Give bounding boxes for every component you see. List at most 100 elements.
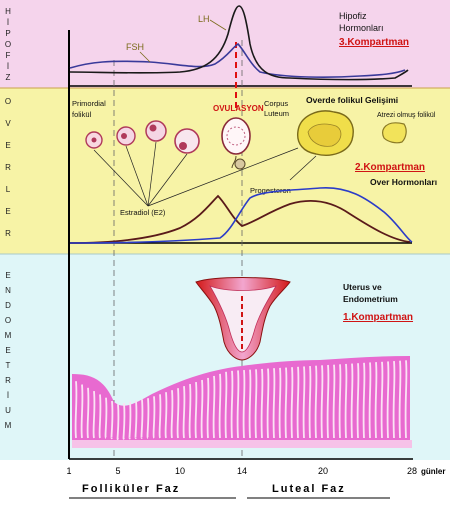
ovulasyon-label: OVULASYON (213, 104, 264, 113)
lh-pointer (209, 19, 227, 31)
endometrium-basal-layer (72, 440, 412, 448)
endometrial-gland (104, 397, 108, 439)
endometrium-glands (74, 360, 408, 441)
graafian-follicle (221, 117, 251, 155)
endometrial-gland (326, 364, 330, 439)
progesteron-curve (69, 187, 413, 244)
side-letter: E (5, 346, 11, 355)
endometrial-gland (236, 370, 240, 439)
side-letter: O (4, 316, 12, 325)
endometrial-gland (278, 367, 282, 439)
primary-follicle-nucleus (121, 133, 127, 139)
over-hormones-title: Over Hormonları (370, 177, 437, 187)
endometrial-gland (272, 368, 276, 439)
tick-label-1: 1 (66, 466, 71, 476)
x-axis-unit: günler (421, 467, 445, 476)
side-letter: T (5, 361, 11, 370)
endometrial-gland (128, 401, 132, 440)
endometrial-gland (362, 362, 366, 439)
endometrial-gland (308, 366, 312, 439)
endometrial-gland (158, 394, 162, 439)
development-title: Overde folikul Gelişimi (306, 95, 398, 105)
endometrial-gland (200, 379, 204, 439)
side-letter: M (4, 331, 12, 340)
released-oocyte (234, 158, 246, 170)
tertiary-follicle-nucleus (179, 142, 187, 150)
tick-label-10: 10 (175, 466, 185, 476)
x-axis-ticks: 1 5 10 14 20 28 (66, 466, 417, 476)
side-letter: R (5, 163, 11, 172)
side-letter: İ (6, 62, 10, 71)
side-letter: R (5, 376, 11, 385)
endometrial-gland (260, 368, 264, 439)
endometrial-gland (284, 367, 288, 439)
tick-label-14: 14 (237, 466, 247, 476)
side-letter: M (4, 421, 12, 430)
side-letter: U (5, 406, 11, 415)
endometrial-gland (182, 386, 186, 439)
tick-label-28: 28 (407, 466, 417, 476)
corpus-luteum-core (307, 123, 342, 147)
endometrial-gland (116, 404, 120, 441)
secondary-follicle (145, 120, 167, 142)
endometrial-gland (332, 364, 336, 439)
endometrial-gland (386, 361, 390, 439)
endometrial-gland (176, 388, 180, 439)
side-letter: E (5, 271, 11, 280)
endometrial-gland (314, 365, 318, 439)
side-letter: E (5, 207, 11, 216)
primordial-follicle-nucleus (91, 137, 97, 143)
endometrial-gland (254, 369, 258, 439)
side-letter: O (4, 97, 12, 106)
endometrial-gland (266, 368, 270, 439)
endometrial-gland (98, 394, 102, 439)
endometrial-gland (356, 363, 360, 439)
endometrial-gland (218, 373, 222, 439)
endometrial-gland (374, 362, 378, 439)
side-letter: F (5, 51, 11, 60)
endometrial-gland (74, 381, 78, 439)
endometrial-gland (242, 369, 246, 439)
endometrial-gland (248, 369, 252, 439)
side-letter: L (5, 185, 11, 194)
fsh-pointer (139, 51, 151, 63)
endometrial-gland (206, 377, 210, 439)
tertiary-follicle (174, 128, 200, 154)
endometrial-gland (86, 387, 90, 439)
compartment-1-label: 1.Kompartman (343, 312, 413, 323)
uterus-cavity (209, 285, 277, 353)
over-band (0, 88, 450, 254)
ovulated-oocyte-trail (231, 155, 237, 169)
endometrial-gland (152, 396, 156, 439)
atretic-follicle (381, 122, 407, 144)
tick-label-20: 20 (318, 466, 328, 476)
side-letter: O (4, 40, 12, 49)
endometrial-gland (290, 367, 294, 439)
endometrial-gland (230, 370, 234, 439)
endometrial-gland (392, 360, 396, 439)
side-letter: R (5, 229, 11, 238)
atrezi-label: Atrezi olmuş folikül (377, 112, 436, 119)
graafian-follicle-inner (226, 126, 246, 146)
side-letter: P (5, 29, 11, 38)
endometrial-gland (122, 402, 126, 440)
uterus-title-1: Uterus ve (343, 282, 382, 292)
compartment-2-label: 2.Kompartman (355, 162, 425, 173)
hipofiz-title-2: Hormonları (339, 23, 384, 33)
side-letter: E (5, 141, 11, 150)
side-letter: V (5, 119, 11, 128)
endometrial-gland (404, 360, 408, 439)
endometrial-gland (302, 366, 306, 439)
endometrial-gland (80, 384, 84, 439)
side-letter: D (5, 301, 11, 310)
endometrial-gland (380, 361, 384, 439)
hipofiz-title-1: Hipofiz (339, 11, 367, 21)
endometrial-gland (398, 360, 402, 439)
endometrial-gland (170, 390, 174, 439)
endometrial-gland (92, 391, 96, 439)
endometrial-gland (164, 392, 168, 439)
uterus-title-2: Endometrium (343, 294, 398, 304)
primordial-label-1: Primordial (72, 99, 106, 108)
endometrial-gland (188, 384, 192, 439)
